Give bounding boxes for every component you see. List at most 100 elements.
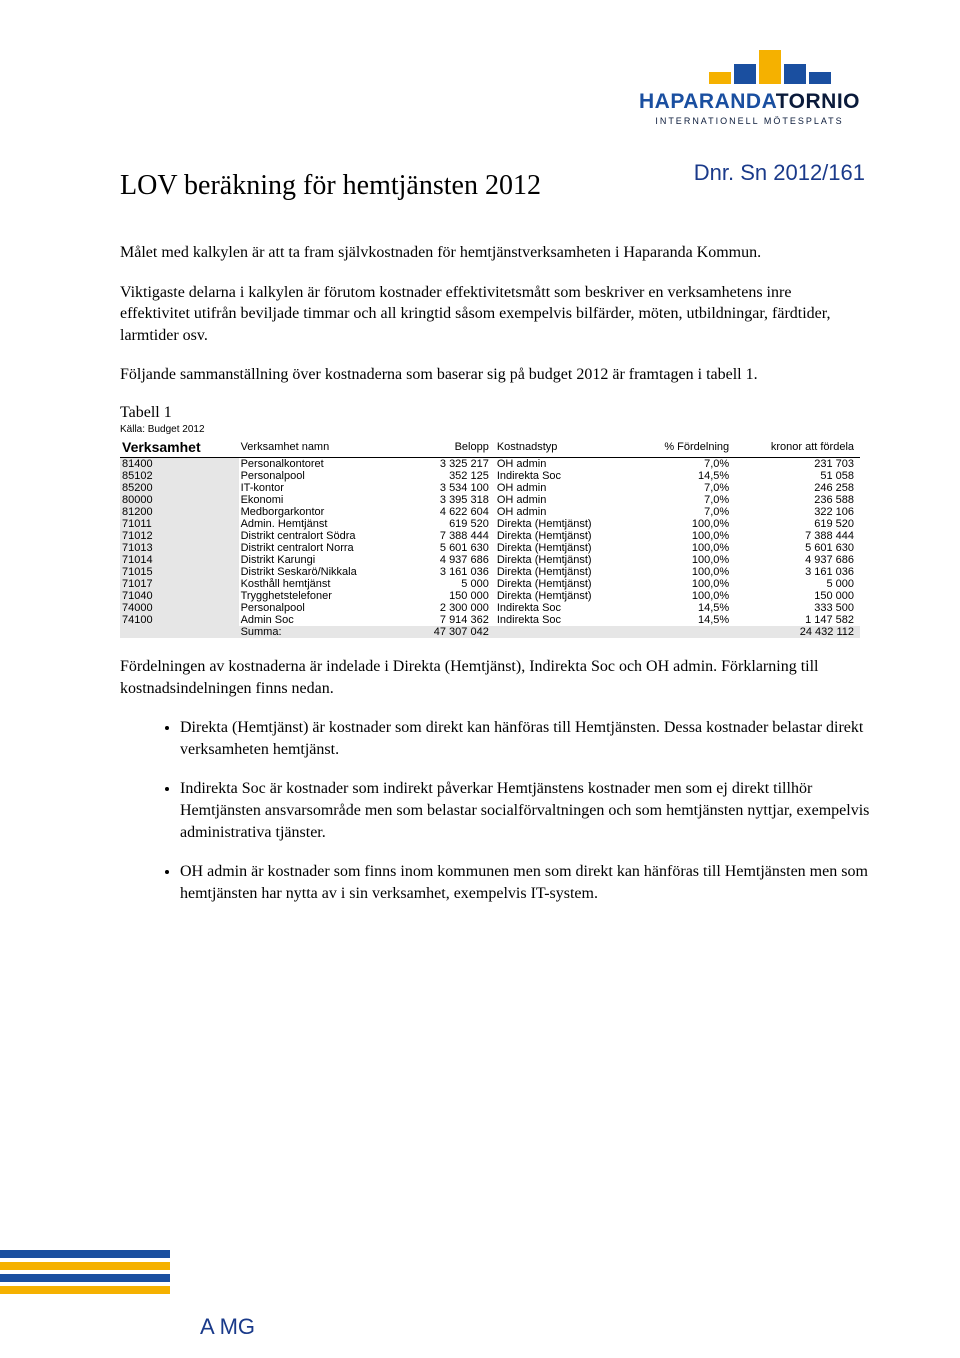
cell-belopp: 5 000 xyxy=(409,578,495,590)
cell-belopp: 4 937 686 xyxy=(409,554,495,566)
cell-typ: OH admin xyxy=(495,506,636,518)
cell-code: 81400 xyxy=(120,457,239,470)
cell-pct: 100,0% xyxy=(635,566,735,578)
cell-sum-empty2 xyxy=(495,626,636,638)
table-source: Källa: Budget 2012 xyxy=(120,424,870,435)
cell-sum-label: Summa: xyxy=(239,626,409,638)
cell-kr: 4 937 686 xyxy=(735,554,860,566)
cell-sum-empty3 xyxy=(635,626,735,638)
cell-typ: Direkta (Hemtjänst) xyxy=(495,530,636,542)
cell-belopp: 150 000 xyxy=(409,590,495,602)
cell-kr: 231 703 xyxy=(735,457,860,470)
table-row: 85200IT-kontor3 534 100OH admin7,0%246 2… xyxy=(120,482,860,494)
document-page: HAPARANDATORNIO INTERNATIONELL MÖTESPLAT… xyxy=(0,0,960,1358)
cell-code: 71011 xyxy=(120,518,239,530)
cell-kr: 3 161 036 xyxy=(735,566,860,578)
table-row: 71017Kosthåll hemtjänst5 000Direkta (Hem… xyxy=(120,578,860,590)
cell-kr: 5 601 630 xyxy=(735,542,860,554)
table-header-row: Verksamhet Verksamhet namn Belopp Kostna… xyxy=(120,437,860,458)
table-row: 81400Personalkontoret3 325 217OH admin7,… xyxy=(120,457,860,470)
logo-text-blue: HAPARANDA xyxy=(639,90,776,113)
table-row: 71012Distrikt centralort Södra7 388 444D… xyxy=(120,530,860,542)
table-row: 81200Medborgarkontor4 622 604OH admin7,0… xyxy=(120,506,860,518)
cell-typ: Indirekta Soc xyxy=(495,614,636,626)
cell-belopp: 4 622 604 xyxy=(409,506,495,518)
cell-belopp: 619 520 xyxy=(409,518,495,530)
logo-bar xyxy=(759,50,781,84)
paragraph-3: Följande sammanställning över kostnadern… xyxy=(120,364,840,386)
footer-stripe xyxy=(0,1274,170,1282)
col-kostnadstyp: Kostnadstyp xyxy=(495,437,636,458)
cell-code: 71040 xyxy=(120,590,239,602)
cell-code: 71017 xyxy=(120,578,239,590)
cell-pct: 100,0% xyxy=(635,542,735,554)
cell-sum-kr: 24 432 112 xyxy=(735,626,860,638)
col-belopp: Belopp xyxy=(409,437,495,458)
cell-namn: Distrikt Karungi xyxy=(239,554,409,566)
table-sum-row: Summa:47 307 042 24 432 112 xyxy=(120,626,860,638)
footer-stripe xyxy=(0,1262,170,1270)
logo-bar xyxy=(784,64,806,84)
cell-namn: Admin. Hemtjänst xyxy=(239,518,409,530)
col-fordelning: % Fördelning xyxy=(635,437,735,458)
table-caption: Tabell 1 xyxy=(120,404,870,422)
cell-namn: Medborgarkontor xyxy=(239,506,409,518)
cell-namn: Trygghetstelefoner xyxy=(239,590,409,602)
cell-namn: Ekonomi xyxy=(239,494,409,506)
cost-table: Verksamhet Verksamhet namn Belopp Kostna… xyxy=(120,437,860,638)
cell-code: 85200 xyxy=(120,482,239,494)
cell-kr: 333 500 xyxy=(735,602,860,614)
logo-bar xyxy=(734,64,756,84)
cell-kr: 5 000 xyxy=(735,578,860,590)
cell-kr: 7 388 444 xyxy=(735,530,860,542)
table-row: 71040Trygghetstelefoner150 000Direkta (H… xyxy=(120,590,860,602)
cell-kr: 246 258 xyxy=(735,482,860,494)
logo-subtitle: INTERNATIONELL MÖTESPLATS xyxy=(639,116,860,126)
cell-typ: OH admin xyxy=(495,457,636,470)
cell-typ: Indirekta Soc xyxy=(495,602,636,614)
cell-namn: Distrikt Seskarö/Nikkala xyxy=(239,566,409,578)
logo-bar xyxy=(709,72,731,84)
cell-pct: 14,5% xyxy=(635,470,735,482)
bullet-item: Direkta (Hemtjänst) är kostnader som dir… xyxy=(180,717,870,760)
cell-typ: Direkta (Hemtjänst) xyxy=(495,590,636,602)
cell-pct: 14,5% xyxy=(635,602,735,614)
table-row: 71013Distrikt centralort Norra5 601 630D… xyxy=(120,542,860,554)
cell-pct: 7,0% xyxy=(635,457,735,470)
table-row: 71011Admin. Hemtjänst619 520Direkta (Hem… xyxy=(120,518,860,530)
cell-kr: 1 147 582 xyxy=(735,614,860,626)
table-row: 74000Personalpool2 300 000Indirekta Soc1… xyxy=(120,602,860,614)
logo-bars-icon xyxy=(709,50,860,84)
table-row: 85102Personalpool352 125Indirekta Soc14,… xyxy=(120,470,860,482)
cell-code: 71012 xyxy=(120,530,239,542)
cell-typ: Indirekta Soc xyxy=(495,470,636,482)
cell-namn: Personalpool xyxy=(239,602,409,614)
cell-code: 74000 xyxy=(120,602,239,614)
paragraph-4: Fördelningen av kostnaderna är indelade … xyxy=(120,656,840,699)
cell-namn: IT-kontor xyxy=(239,482,409,494)
bullet-item: OH admin är kostnader som finns inom kom… xyxy=(180,861,870,904)
cell-namn: Personalkontoret xyxy=(239,457,409,470)
cell-pct: 100,0% xyxy=(635,578,735,590)
cell-typ: OH admin xyxy=(495,482,636,494)
cell-pct: 7,0% xyxy=(635,482,735,494)
cell-typ: Direkta (Hemtjänst) xyxy=(495,566,636,578)
table-row: 71014Distrikt Karungi4 937 686Direkta (H… xyxy=(120,554,860,566)
cell-sum-belopp: 47 307 042 xyxy=(409,626,495,638)
cell-pct: 7,0% xyxy=(635,494,735,506)
footer-stripes-icon xyxy=(0,1250,170,1298)
cell-code: 71013 xyxy=(120,542,239,554)
cell-kr: 322 106 xyxy=(735,506,860,518)
logo-text: HAPARANDATORNIO xyxy=(639,90,860,114)
cell-namn: Admin Soc xyxy=(239,614,409,626)
footer-stripe xyxy=(0,1250,170,1258)
cell-belopp: 2 300 000 xyxy=(409,602,495,614)
logo-bar xyxy=(809,72,831,84)
cell-code: 74100 xyxy=(120,614,239,626)
paragraph-1: Målet med kalkylen är att ta fram självk… xyxy=(120,242,840,264)
cell-kr: 150 000 xyxy=(735,590,860,602)
cell-code: 71015 xyxy=(120,566,239,578)
cell-pct: 100,0% xyxy=(635,590,735,602)
cell-pct: 100,0% xyxy=(635,518,735,530)
cell-pct: 100,0% xyxy=(635,554,735,566)
